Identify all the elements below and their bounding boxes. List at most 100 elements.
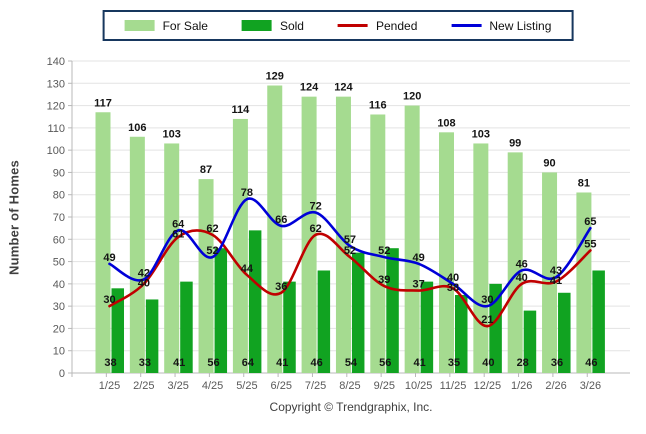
svg-text:57: 57: [344, 234, 356, 246]
for-sale-swatch: [124, 20, 155, 31]
svg-text:40: 40: [53, 279, 65, 291]
svg-text:124: 124: [300, 82, 319, 94]
svg-text:28: 28: [517, 357, 529, 369]
svg-text:62: 62: [309, 223, 321, 235]
svg-text:90: 90: [543, 157, 555, 169]
legend-item-for-sale: For Sale: [124, 19, 208, 33]
svg-text:9/25: 9/25: [374, 380, 395, 392]
svg-text:2/26: 2/26: [545, 380, 566, 392]
svg-text:43: 43: [550, 265, 562, 277]
legend-label-new-listing: New Listing: [489, 18, 552, 33]
svg-text:12/25: 12/25: [474, 380, 502, 392]
svg-text:60: 60: [53, 234, 65, 246]
svg-text:4/25: 4/25: [202, 380, 223, 392]
svg-text:90: 90: [53, 167, 65, 179]
svg-text:38: 38: [104, 357, 116, 369]
svg-text:33: 33: [139, 357, 151, 369]
svg-text:116: 116: [369, 99, 387, 111]
svg-text:20: 20: [53, 323, 65, 335]
svg-text:80: 80: [53, 190, 65, 202]
svg-text:56: 56: [379, 357, 391, 369]
svg-text:7/25: 7/25: [305, 380, 326, 392]
svg-text:100: 100: [47, 145, 65, 157]
svg-text:3/26: 3/26: [580, 380, 601, 392]
svg-text:40: 40: [447, 272, 459, 284]
svg-text:38: 38: [447, 282, 459, 294]
legend-label-pended: Pended: [375, 18, 418, 33]
svg-text:36: 36: [275, 281, 287, 293]
svg-text:1/26: 1/26: [511, 380, 532, 392]
svg-text:46: 46: [585, 357, 597, 369]
legend-item-pended: Pended: [337, 18, 418, 33]
svg-text:39: 39: [378, 274, 390, 286]
svg-text:42: 42: [138, 267, 150, 279]
svg-text:40: 40: [482, 357, 494, 369]
svg-text:114: 114: [232, 104, 251, 116]
svg-text:140: 140: [47, 56, 65, 68]
svg-text:10/25: 10/25: [405, 380, 433, 392]
svg-text:56: 56: [207, 357, 219, 369]
svg-text:55: 55: [584, 238, 596, 250]
svg-text:117: 117: [94, 97, 112, 109]
svg-text:99: 99: [509, 137, 521, 149]
svg-text:21: 21: [481, 314, 493, 326]
svg-text:72: 72: [309, 201, 321, 213]
svg-text:120: 120: [47, 101, 65, 113]
svg-text:103: 103: [163, 128, 181, 140]
svg-text:30: 30: [103, 294, 115, 306]
svg-text:64: 64: [242, 357, 255, 369]
svg-text:36: 36: [551, 357, 563, 369]
svg-text:41: 41: [276, 357, 288, 369]
pended-line-swatch: [337, 24, 368, 27]
svg-text:130: 130: [47, 78, 65, 90]
svg-text:1/25: 1/25: [99, 380, 120, 392]
svg-text:0: 0: [59, 368, 65, 380]
svg-text:44: 44: [241, 263, 254, 275]
svg-text:30: 30: [53, 301, 65, 313]
svg-text:3/25: 3/25: [167, 380, 188, 392]
svg-text:81: 81: [578, 177, 590, 189]
legend: For Sale Sold Pended New Listing: [102, 10, 574, 41]
svg-text:41: 41: [414, 357, 426, 369]
legend-item-new-listing: New Listing: [451, 19, 551, 33]
svg-text:41: 41: [173, 357, 185, 369]
svg-text:30: 30: [481, 294, 493, 306]
svg-text:46: 46: [310, 357, 322, 369]
svg-text:10: 10: [53, 346, 65, 358]
svg-text:106: 106: [128, 122, 146, 134]
svg-text:46: 46: [516, 258, 528, 270]
svg-text:2/25: 2/25: [133, 380, 154, 392]
svg-text:52: 52: [344, 245, 356, 257]
svg-text:78: 78: [241, 187, 253, 199]
svg-text:124: 124: [334, 82, 353, 94]
svg-text:41: 41: [550, 275, 562, 287]
svg-text:6/25: 6/25: [271, 380, 292, 392]
svg-text:70: 70: [53, 212, 65, 224]
svg-text:64: 64: [172, 218, 185, 230]
svg-text:52: 52: [378, 245, 390, 257]
svg-text:54: 54: [345, 357, 358, 369]
legend-item-sold: Sold: [241, 19, 304, 33]
svg-text:61: 61: [172, 228, 184, 240]
svg-text:40: 40: [516, 272, 528, 284]
svg-text:110: 110: [47, 123, 65, 135]
svg-text:52: 52: [206, 245, 218, 257]
svg-text:103: 103: [472, 128, 490, 140]
svg-text:5/25: 5/25: [236, 380, 257, 392]
svg-text:35: 35: [448, 357, 460, 369]
svg-text:120: 120: [403, 91, 421, 103]
svg-text:62: 62: [206, 223, 218, 235]
svg-text:37: 37: [413, 279, 425, 291]
svg-text:108: 108: [437, 117, 455, 129]
svg-text:129: 129: [266, 71, 284, 83]
svg-text:65: 65: [584, 216, 596, 228]
svg-text:40: 40: [138, 277, 150, 289]
svg-text:11/25: 11/25: [440, 380, 467, 392]
svg-text:66: 66: [275, 214, 287, 226]
copyright-text: Copyright © Trendgraphix, Inc.: [269, 400, 433, 414]
sold-swatch: [241, 20, 272, 31]
svg-text:49: 49: [413, 252, 425, 264]
svg-text:87: 87: [200, 164, 212, 176]
